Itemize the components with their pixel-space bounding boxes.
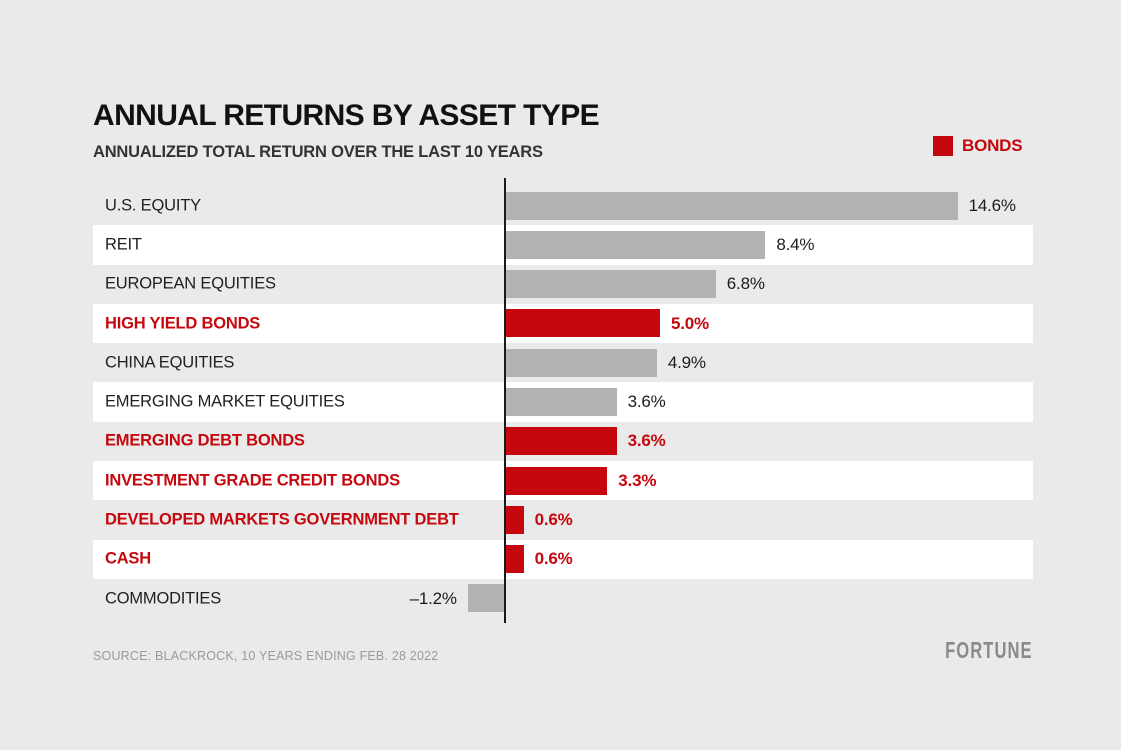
bar-value: 0.6% (534, 549, 573, 569)
row-label: INVESTMENT GRADE CREDIT BONDS (105, 471, 400, 490)
chart-row: CHINA EQUITIES 4.9% (93, 343, 1033, 382)
chart-row: EUROPEAN EQUITIES 6.8% (93, 265, 1033, 304)
source-credit: SOURCE: BLACKROCK, 10 YEARS ENDING FEB. … (93, 649, 439, 663)
bar (505, 348, 657, 377)
bar (505, 309, 660, 338)
bar-value: 0.6% (534, 510, 573, 530)
row-label: REIT (105, 235, 142, 254)
chart-subtitle: ANNUALIZED TOTAL RETURN OVER THE LAST 10… (93, 143, 543, 161)
row-label: EUROPEAN EQUITIES (105, 274, 276, 293)
bar-chart: U.S. EQUITY 14.6% REIT 8.4% EUROPEAN EQUITIE… (93, 186, 1033, 618)
row-label: U.S. EQUITY (105, 196, 201, 215)
chart-row: COMMODITIES –1.2% (93, 579, 1033, 618)
bar-value: 3.6% (627, 392, 666, 412)
chart-row: CASH 0.6% (93, 539, 1033, 579)
chart-title: ANNUAL RETURNS BY ASSET TYPE (93, 99, 600, 132)
bar (505, 427, 617, 456)
chart-row: EMERGING MARKET EQUITIES 3.6% (93, 382, 1033, 422)
bar (467, 584, 505, 613)
chart-row: EMERGING DEBT BONDS 3.6% (93, 422, 1033, 461)
chart-row: U.S. EQUITY 14.6% (93, 186, 1033, 225)
chart-row: REIT 8.4% (93, 225, 1033, 265)
row-label: HIGH YIELD BONDS (105, 314, 261, 333)
row-label: CHINA EQUITIES (105, 353, 235, 372)
bar-value: 5.0% (671, 313, 709, 333)
legend: BONDS (933, 136, 1023, 156)
chart-row: DEVELOPED MARKETS GOVERNMENT DEBT 0.6% (93, 500, 1033, 539)
row-label: COMMODITIES (105, 589, 222, 608)
bar (505, 505, 524, 534)
row-label: EMERGING DEBT BONDS (105, 431, 305, 450)
bar-value: 6.8% (726, 274, 765, 294)
bar (505, 230, 766, 259)
row-label: EMERGING MARKET EQUITIES (105, 392, 345, 411)
bar (505, 545, 524, 574)
chart-row: INVESTMENT GRADE CREDIT BONDS 3.3% (93, 461, 1033, 501)
legend-label: BONDS (962, 136, 1023, 155)
bar-value: 4.9% (667, 352, 706, 372)
chart-row: HIGH YIELD BONDS 5.0% (93, 303, 1033, 344)
bar-value: 3.3% (618, 470, 657, 490)
legend-swatch-bonds (933, 136, 953, 156)
bar (505, 270, 716, 299)
bar (505, 466, 608, 495)
row-label: DEVELOPED MARKETS GOVERNMENT DEBT (105, 510, 459, 529)
zero-axis-line (504, 178, 506, 623)
bar (505, 387, 617, 416)
bar-value: 14.6% (968, 195, 1016, 215)
bar (505, 191, 958, 220)
bar-value: 3.6% (627, 431, 666, 451)
fortune-logo: FORTUNE (945, 637, 1033, 663)
bar-value: 8.4% (776, 234, 815, 254)
row-label: CASH (105, 549, 151, 568)
bar-value: –1.2% (409, 588, 457, 608)
